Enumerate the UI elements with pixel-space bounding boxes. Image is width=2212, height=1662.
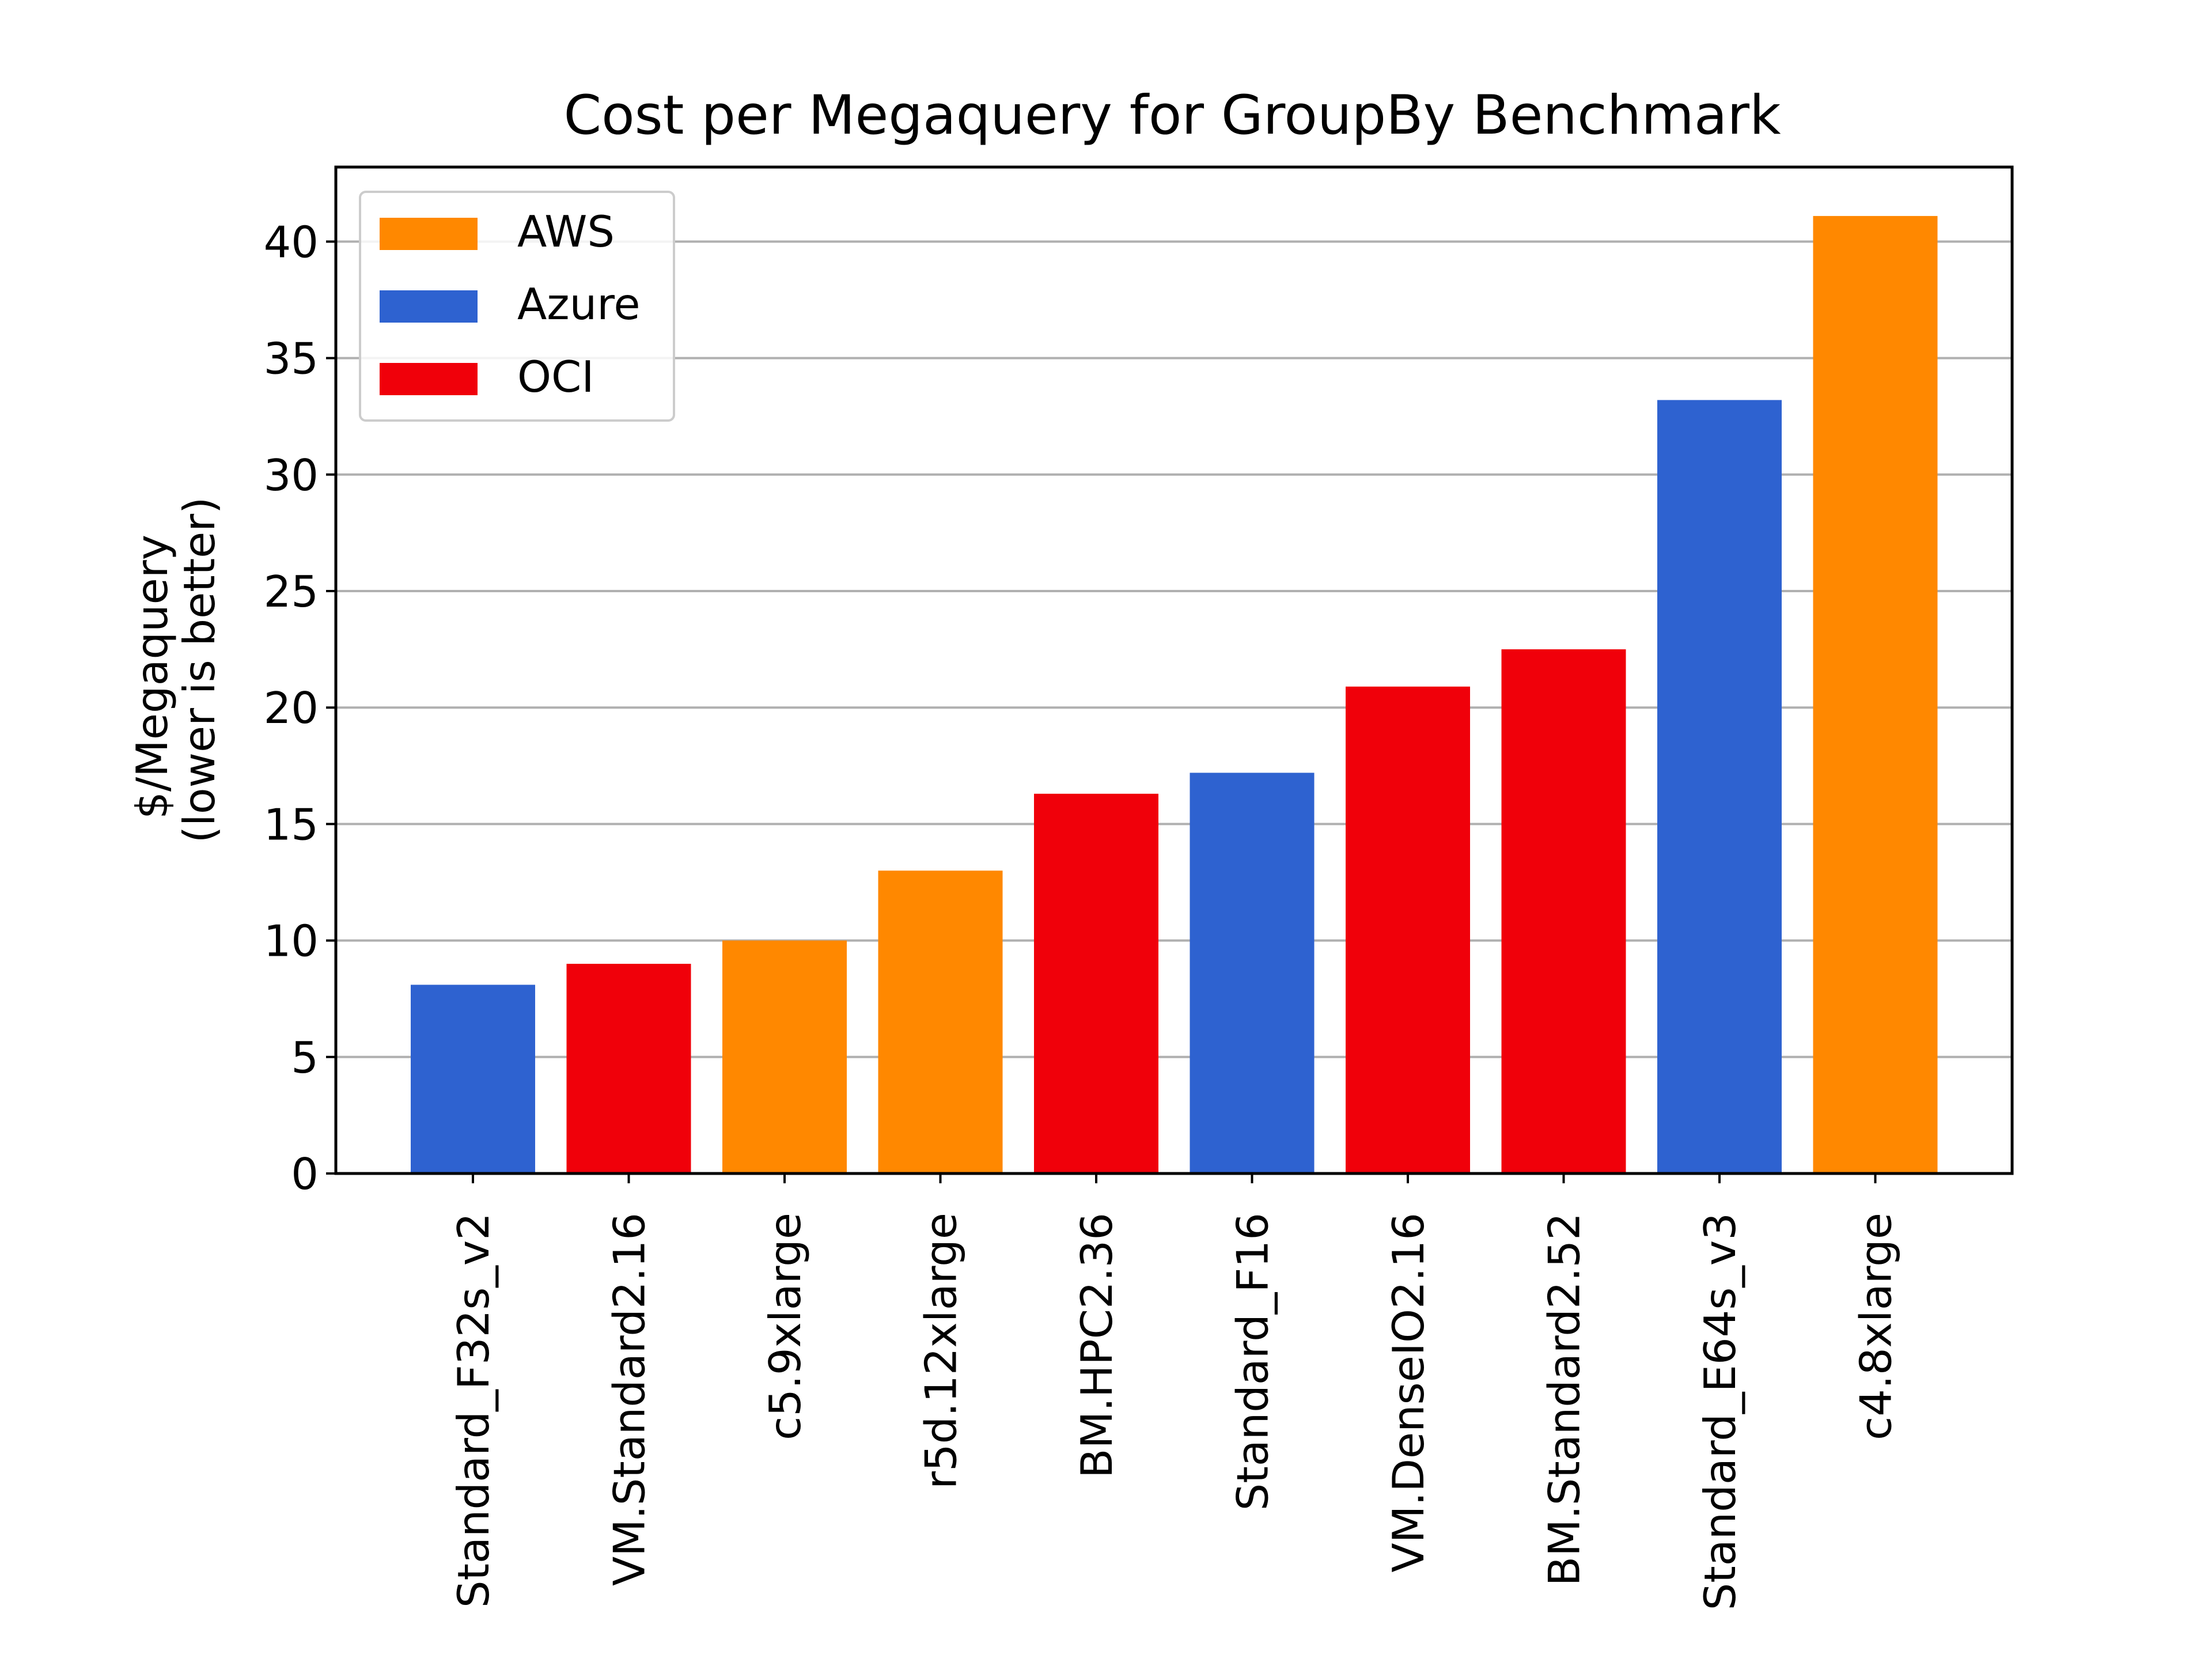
- y-tick-label: 40: [264, 217, 319, 267]
- y-tick-label: 5: [291, 1032, 319, 1083]
- bar-c4.8xlarge: [1813, 215, 1938, 1174]
- legend-label-aws: AWS: [517, 206, 615, 257]
- y-axis-label: $/Megaquery (lower is better): [127, 497, 225, 843]
- legend-label-azure: Azure: [517, 279, 641, 330]
- y-tick-label: 35: [264, 334, 319, 384]
- y-axis-label-line-2: (lower is better): [174, 497, 225, 843]
- legend-label-oci: OCI: [517, 351, 594, 402]
- y-tick-label: 30: [264, 450, 319, 501]
- plot-frame: [334, 165, 2014, 1175]
- bar-Standard_F16: [1190, 773, 1315, 1173]
- x-tick-label: c4.8xlarge: [1851, 1213, 1902, 1440]
- chart-title: Cost per Megaquery for GroupBy Benchmark: [563, 84, 1781, 147]
- legend: AWS Azure OCI: [359, 191, 675, 422]
- x-tick-label: VM.DenseIO2.16: [1383, 1213, 1434, 1573]
- y-axis-ticks: 0 5 10 15 20 25 30 35 40: [264, 217, 336, 1199]
- bar-BM.Standard2.52: [1501, 649, 1626, 1173]
- x-tick-label: BM.Standard2.52: [1539, 1213, 1590, 1586]
- x-tick-label: Standard_E64s_v3: [1695, 1213, 1745, 1610]
- legend-swatch-azure: [380, 290, 478, 323]
- bar-c5.9xlarge: [722, 940, 847, 1173]
- bar-VM.Standard2.16: [566, 964, 691, 1173]
- x-tick-label: BM.HPC2.36: [1071, 1213, 1122, 1478]
- y-tick-label: 25: [264, 566, 319, 617]
- legend-swatch-aws: [380, 218, 478, 250]
- y-tick-label: 20: [264, 683, 319, 733]
- y-tick-label: 0: [291, 1149, 319, 1199]
- bar-VM.DenseIO2.16: [1346, 686, 1470, 1173]
- bar-BM.HPC2.36: [1034, 793, 1158, 1173]
- x-tick-label: Standard_F16: [1228, 1213, 1278, 1510]
- y-tick-label: 15: [264, 799, 319, 850]
- bar-r5d.12xlarge: [878, 870, 1003, 1173]
- x-axis-ticks: Standard_F32s_v2 VM.Standard2.16 c5.9xlarg…: [448, 1173, 1902, 1610]
- x-tick-label: r5d.12xlarge: [916, 1213, 967, 1489]
- x-tick-label: Standard_F32s_v2: [448, 1213, 499, 1608]
- y-axis-label-line-1: $/Megaquery: [127, 535, 177, 819]
- bar-Standard_F32s_v2: [411, 985, 535, 1173]
- x-tick-label: VM.Standard2.16: [604, 1213, 655, 1586]
- bars: [411, 215, 1938, 1174]
- y-tick-label: 10: [264, 916, 319, 967]
- bar-Standard_E64s_v3: [1657, 400, 1782, 1173]
- x-tick-label: c5.9xlarge: [760, 1213, 810, 1440]
- legend-swatch-oci: [380, 363, 478, 395]
